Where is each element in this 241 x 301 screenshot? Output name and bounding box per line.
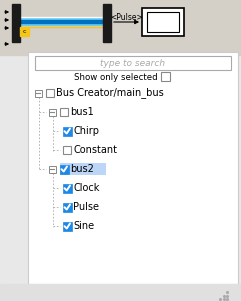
- Bar: [34, 89, 41, 97]
- Bar: [147, 12, 179, 32]
- Bar: [62, 203, 72, 212]
- Bar: [46, 89, 54, 97]
- Text: Chirp: Chirp: [73, 126, 99, 136]
- Bar: [12, 4, 20, 42]
- Text: type to search: type to search: [100, 58, 166, 67]
- Bar: [161, 72, 170, 81]
- Bar: [60, 165, 68, 173]
- Text: Constant: Constant: [73, 145, 117, 155]
- Bar: [60, 108, 68, 116]
- Bar: [142, 8, 184, 36]
- Bar: [0, 284, 241, 301]
- Bar: [63, 146, 71, 154]
- Bar: [103, 4, 111, 42]
- Bar: [62, 126, 72, 135]
- Text: Clock: Clock: [73, 183, 99, 193]
- Bar: [0, 0, 241, 55]
- Text: Bus Creator/main_bus: Bus Creator/main_bus: [56, 88, 164, 98]
- Bar: [62, 184, 72, 193]
- Text: Sine: Sine: [73, 221, 94, 231]
- Bar: [20, 27, 29, 36]
- Bar: [62, 222, 72, 231]
- Bar: [48, 108, 55, 116]
- Text: c: c: [23, 29, 26, 34]
- Bar: [28, 52, 238, 284]
- Text: Pulse: Pulse: [73, 202, 99, 212]
- Text: <Pulse>: <Pulse>: [111, 14, 143, 23]
- Bar: [48, 166, 55, 172]
- Text: Show only selected: Show only selected: [74, 73, 158, 82]
- Bar: [35, 56, 231, 70]
- Text: bus1: bus1: [70, 107, 94, 117]
- Text: bus2: bus2: [70, 164, 94, 174]
- Bar: [60, 163, 106, 175]
